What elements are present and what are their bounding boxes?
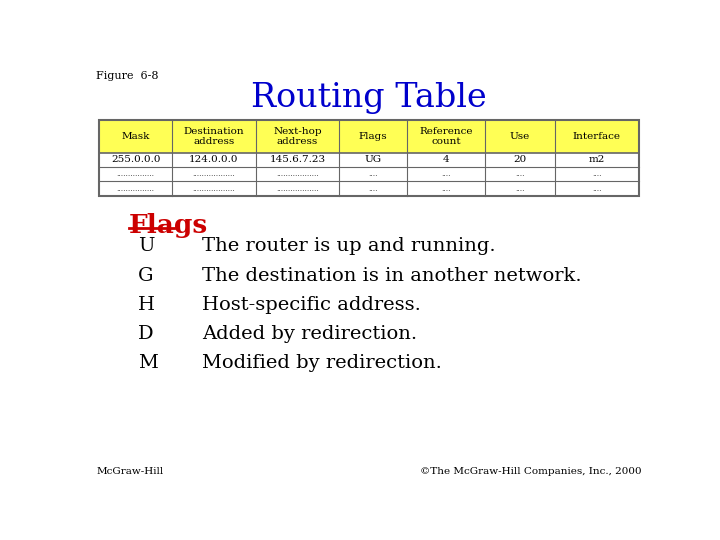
Text: 124.0.0.0: 124.0.0.0 (189, 156, 238, 164)
Text: Routing Table: Routing Table (251, 82, 487, 114)
Text: m2: m2 (589, 156, 605, 164)
Text: G: G (138, 267, 153, 285)
Text: Figure  6-8: Figure 6-8 (96, 71, 158, 81)
Text: Added by redirection.: Added by redirection. (202, 325, 418, 343)
Text: ....: .... (441, 170, 451, 178)
Text: ....: .... (516, 170, 525, 178)
Bar (99, 120, 639, 153)
Text: ....: .... (441, 185, 451, 193)
Text: Host-specific address.: Host-specific address. (202, 296, 421, 314)
Text: Interface: Interface (573, 132, 621, 141)
Text: ©The McGraw-Hill Companies, Inc., 2000: ©The McGraw-Hill Companies, Inc., 2000 (420, 467, 642, 476)
Text: ..................: .................. (276, 185, 319, 193)
Text: Reference
count: Reference count (419, 127, 472, 146)
Text: The destination is in another network.: The destination is in another network. (202, 267, 582, 285)
Text: Next-hop
address: Next-hop address (273, 127, 322, 146)
Text: The router is up and running.: The router is up and running. (202, 237, 496, 255)
Text: M: M (138, 354, 158, 372)
Text: UG: UG (364, 156, 382, 164)
Text: ....: .... (592, 170, 602, 178)
Text: ..................: .................. (192, 185, 235, 193)
Text: ................: ................ (117, 185, 155, 193)
Text: Mask: Mask (122, 132, 150, 141)
Text: ....: .... (516, 185, 525, 193)
Text: ..................: .................. (276, 170, 319, 178)
Text: ................: ................ (117, 170, 155, 178)
Text: Destination
address: Destination address (184, 127, 244, 146)
Text: D: D (138, 325, 153, 343)
Text: Use: Use (510, 132, 530, 141)
Text: ....: .... (369, 185, 378, 193)
Text: U: U (138, 237, 154, 255)
Text: ....: .... (369, 170, 378, 178)
Text: Flags: Flags (129, 213, 208, 238)
Text: H: H (138, 296, 155, 314)
Text: 20: 20 (513, 156, 526, 164)
Text: 4: 4 (443, 156, 449, 164)
Text: Flags: Flags (359, 132, 387, 141)
Text: ....: .... (592, 185, 602, 193)
Text: McGraw-Hill: McGraw-Hill (96, 467, 163, 476)
Text: ..................: .................. (192, 170, 235, 178)
Text: 145.6.7.23: 145.6.7.23 (269, 156, 325, 164)
Text: 255.0.0.0: 255.0.0.0 (111, 156, 161, 164)
Bar (99, 120, 639, 195)
Text: Modified by redirection.: Modified by redirection. (202, 354, 442, 372)
